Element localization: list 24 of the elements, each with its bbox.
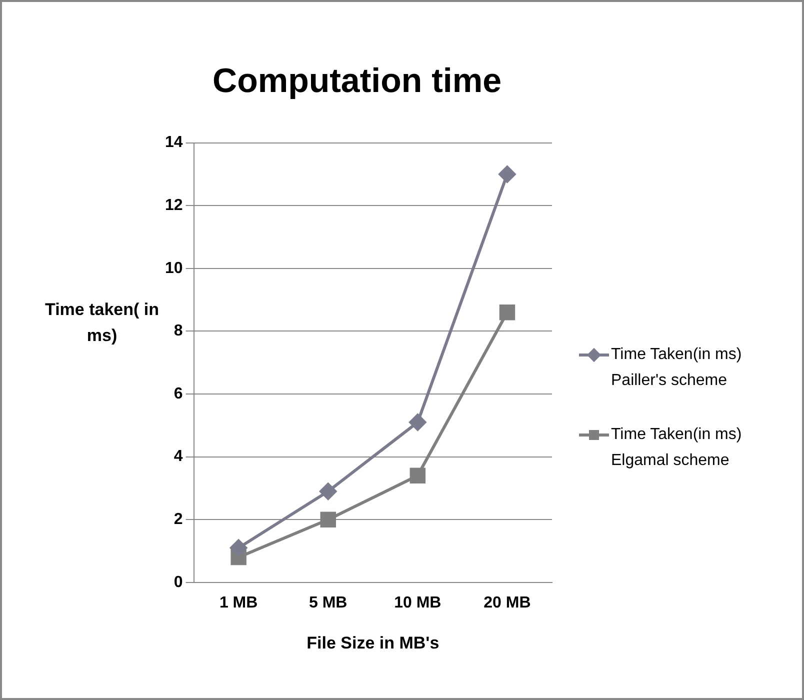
chart-title: Computation time [212, 62, 502, 100]
point [498, 166, 516, 183]
point [320, 482, 337, 500]
y-axis-title: Time taken( in ms) [44, 299, 160, 347]
x-tick-label: 10 MB [394, 594, 442, 612]
y-tick-label: 12 [165, 197, 183, 214]
point [409, 414, 426, 431]
x-tick-label: 20 MB [484, 594, 531, 612]
legend-label: Time Taken(in ms) Elgamal scheme [611, 425, 743, 471]
point [410, 468, 426, 484]
y-tick-label: 14 [165, 134, 183, 152]
y-tick-label: 4 [174, 448, 183, 466]
y-tick-label: 10 [165, 260, 183, 277]
x-tick-label: 1 MB [219, 594, 258, 612]
y-tick-label: 8 [174, 322, 183, 340]
y-tick-label: 2 [174, 511, 183, 528]
point [499, 304, 516, 320]
x-axis-title: File Size in MB's [306, 633, 440, 652]
point [230, 539, 248, 556]
x-tick-label: 5 MB [309, 594, 348, 612]
y-tick-label: 0 [174, 574, 183, 591]
y-tick-label: 6 [174, 385, 183, 402]
legend-label: Time Taken(in ms) Pailler's scheme [611, 345, 743, 391]
point [320, 512, 336, 528]
